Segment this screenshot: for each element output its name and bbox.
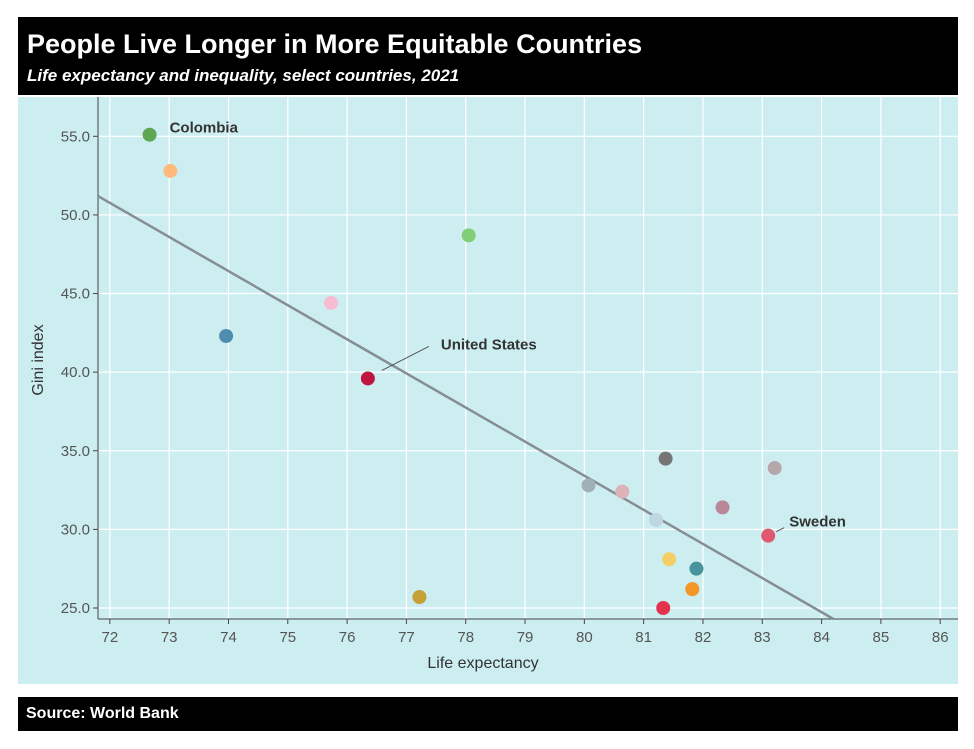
sweden-label: Sweden [789,514,846,531]
y-tick-label: 50.0 [61,207,90,224]
x-axis-label: Life expectancy [427,655,538,672]
source-note: Source: World Bank [26,705,179,722]
x-tick-label: 77 [398,629,415,646]
data-point [219,328,234,343]
data-point [163,163,178,178]
trend-line [97,194,835,621]
data-point [360,371,375,386]
data-point [685,582,700,597]
chart-header: People Live Longer in More Equitable Cou… [18,17,958,95]
x-tick-label: 75 [279,629,296,646]
grid-layer [98,97,958,619]
x-tick-label: 80 [576,629,593,646]
chart-footer: Source: World Bank [18,697,958,731]
x-tick-label: 74 [220,629,237,646]
y-tick-label: 45.0 [61,286,90,303]
sweden-leader-line [775,527,785,533]
united-states-label: United States [441,336,537,353]
data-point [461,228,476,243]
data-point [649,512,664,527]
x-tick-label: 85 [873,629,890,646]
x-tick-label: 78 [457,629,474,646]
x-tick-label: 81 [635,629,652,646]
y-axis-label: Gini index [30,324,47,395]
x-tick-label: 86 [932,629,949,646]
label-layer: Colombia United States Sweden [170,120,846,533]
x-tick-label: 83 [754,629,771,646]
y-tick-label: 35.0 [61,443,90,460]
x-tick-label: 72 [102,629,119,646]
data-point [656,600,671,615]
data-point [658,451,673,466]
colombia-label: Colombia [170,120,239,137]
x-tick-label: 73 [161,629,178,646]
data-point [412,589,427,604]
chart-subtitle: Life expectancy and inequality, select c… [27,66,460,85]
axis-layer: 72 73 74 75 76 77 78 79 80 81 82 83 84 85 86 25.0 30.0 35… [61,97,958,646]
y-tick-label: 40.0 [61,364,90,381]
data-point [715,500,730,515]
data-point [761,528,776,543]
point-layer [142,127,782,615]
data-point [581,478,596,493]
x-tick-label: 82 [695,629,712,646]
x-tick-label: 76 [339,629,356,646]
x-tick-label: 84 [813,629,830,646]
chart-title: People Live Longer in More Equitable Cou… [27,29,643,59]
y-tick-label: 30.0 [61,521,90,538]
data-point [689,561,704,576]
scatter-chart: 72 73 74 75 76 77 78 79 80 81 82 83 84 85 86 25.0 30.0 35… [30,97,958,672]
united-states-leader-line [381,345,430,371]
data-point [767,461,782,476]
trend-layer [97,194,835,621]
data-point [615,484,630,499]
data-point [142,127,157,142]
plot-panel: 72 73 74 75 76 77 78 79 80 81 82 83 84 85 86 25.0 30.0 35… [18,97,958,684]
data-point [324,295,339,310]
y-tick-label: 55.0 [61,128,90,145]
x-tick-label: 79 [517,629,534,646]
data-point [662,552,677,567]
y-tick-label: 25.0 [61,600,90,617]
